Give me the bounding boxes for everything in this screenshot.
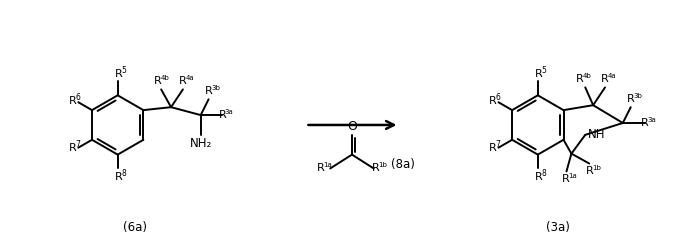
Text: 8: 8 bbox=[121, 169, 126, 178]
Text: 8: 8 bbox=[541, 169, 546, 178]
Text: 4a: 4a bbox=[607, 73, 616, 79]
Text: R: R bbox=[115, 69, 122, 78]
Text: 6: 6 bbox=[496, 93, 500, 102]
Text: 3b: 3b bbox=[211, 85, 220, 91]
Text: (3a): (3a) bbox=[546, 221, 570, 234]
Text: O: O bbox=[347, 121, 357, 133]
Text: R: R bbox=[154, 77, 162, 87]
Text: 3a: 3a bbox=[225, 109, 233, 115]
Text: R: R bbox=[535, 172, 542, 182]
Text: R: R bbox=[69, 143, 76, 153]
Text: R: R bbox=[627, 94, 635, 104]
Text: R: R bbox=[317, 164, 324, 174]
Text: R: R bbox=[115, 172, 122, 182]
Text: 1a: 1a bbox=[568, 173, 577, 179]
Text: 5: 5 bbox=[121, 66, 126, 75]
Text: R: R bbox=[535, 69, 542, 78]
Text: R: R bbox=[489, 96, 496, 106]
Text: R: R bbox=[489, 143, 496, 153]
Text: R: R bbox=[219, 110, 226, 120]
Text: R: R bbox=[205, 86, 212, 96]
Text: R: R bbox=[179, 77, 187, 87]
Text: 3a: 3a bbox=[647, 117, 656, 122]
Text: (6a): (6a) bbox=[124, 221, 147, 234]
Text: 6: 6 bbox=[75, 93, 80, 102]
Text: R: R bbox=[640, 118, 649, 128]
Text: R: R bbox=[601, 75, 609, 85]
Text: R: R bbox=[69, 96, 76, 106]
Text: R: R bbox=[586, 166, 594, 176]
Text: NH: NH bbox=[587, 128, 605, 141]
Text: 3b: 3b bbox=[633, 93, 642, 99]
Text: NH₂: NH₂ bbox=[189, 137, 212, 150]
Text: 7: 7 bbox=[496, 140, 500, 149]
Text: 1b: 1b bbox=[378, 162, 387, 168]
Text: 1a: 1a bbox=[323, 162, 331, 168]
Text: 4b: 4b bbox=[583, 73, 591, 79]
Text: R: R bbox=[561, 174, 569, 184]
Text: 4a: 4a bbox=[185, 75, 194, 81]
Text: R: R bbox=[577, 75, 584, 85]
Text: (8a): (8a) bbox=[391, 158, 415, 171]
Text: 1b: 1b bbox=[593, 165, 602, 171]
Text: 5: 5 bbox=[541, 66, 546, 75]
Text: 7: 7 bbox=[75, 140, 80, 149]
Text: R: R bbox=[372, 164, 380, 174]
Text: 4b: 4b bbox=[161, 75, 169, 81]
